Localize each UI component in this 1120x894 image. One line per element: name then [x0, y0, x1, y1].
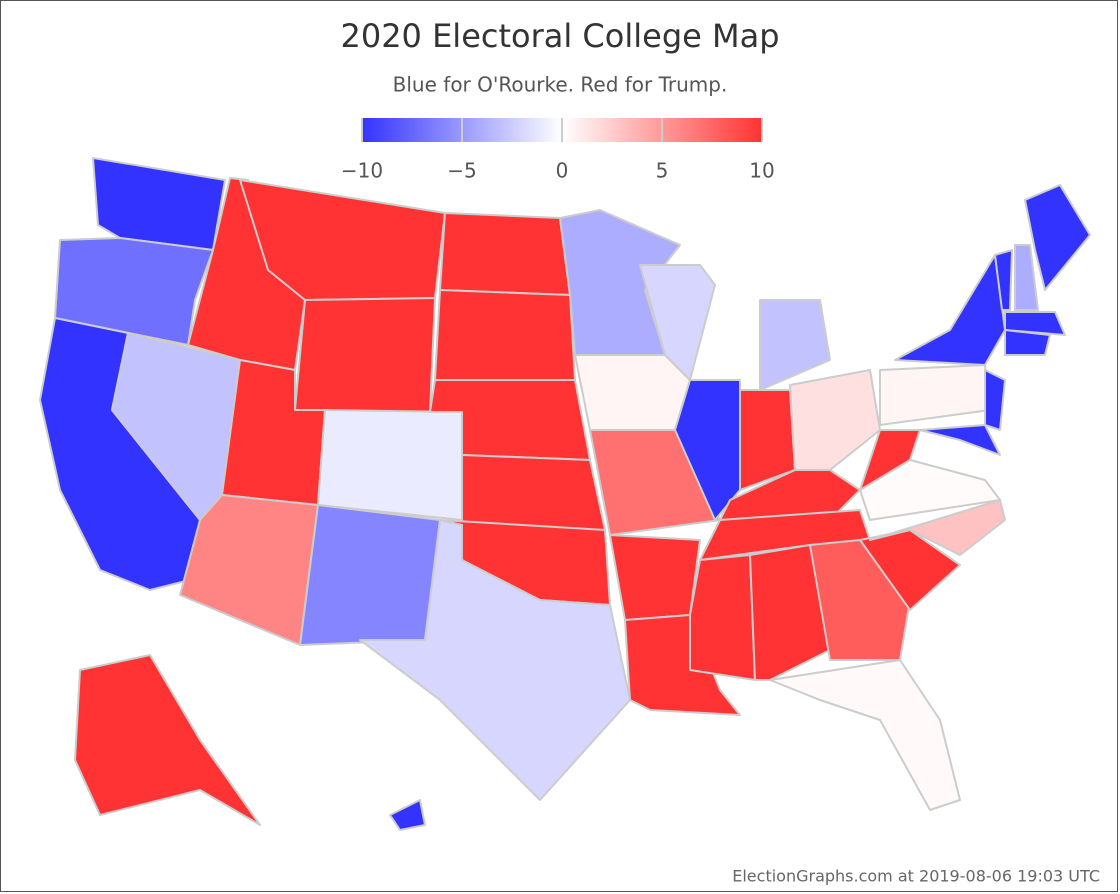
region [294, 297, 436, 413]
region [1004, 329, 1051, 356]
region [919, 424, 1001, 456]
region [74, 654, 261, 826]
region [1004, 311, 1066, 336]
footer: ElectionGraphs.com at 2019-08-06 19:03 U… [732, 867, 1100, 886]
region [1014, 244, 1039, 311]
chart-title: 2020 Electoral College Map [340, 17, 779, 55]
region [639, 264, 716, 381]
region [759, 299, 831, 391]
colorbar-tick-label: 0 [556, 159, 569, 183]
region [434, 289, 576, 381]
region [461, 454, 606, 531]
region [179, 494, 319, 646]
colorbar-tick-label: −10 [341, 159, 383, 183]
colorbar-tick-label: 10 [749, 159, 774, 183]
colorbar-tick-label: −5 [447, 159, 476, 183]
region [869, 499, 1006, 556]
colorbar-tick-label: 5 [656, 159, 669, 183]
region [769, 659, 961, 811]
region [984, 369, 1006, 431]
region [789, 369, 881, 471]
region [609, 534, 701, 621]
chart-subtitle: Blue for O'Rourke. Red for Trump. [393, 73, 728, 97]
region [574, 354, 691, 431]
region [317, 409, 463, 521]
region [439, 212, 571, 296]
region [749, 544, 831, 681]
region [389, 799, 426, 831]
region [994, 249, 1013, 311]
region [299, 504, 441, 646]
region [689, 554, 756, 681]
region [1024, 184, 1091, 291]
